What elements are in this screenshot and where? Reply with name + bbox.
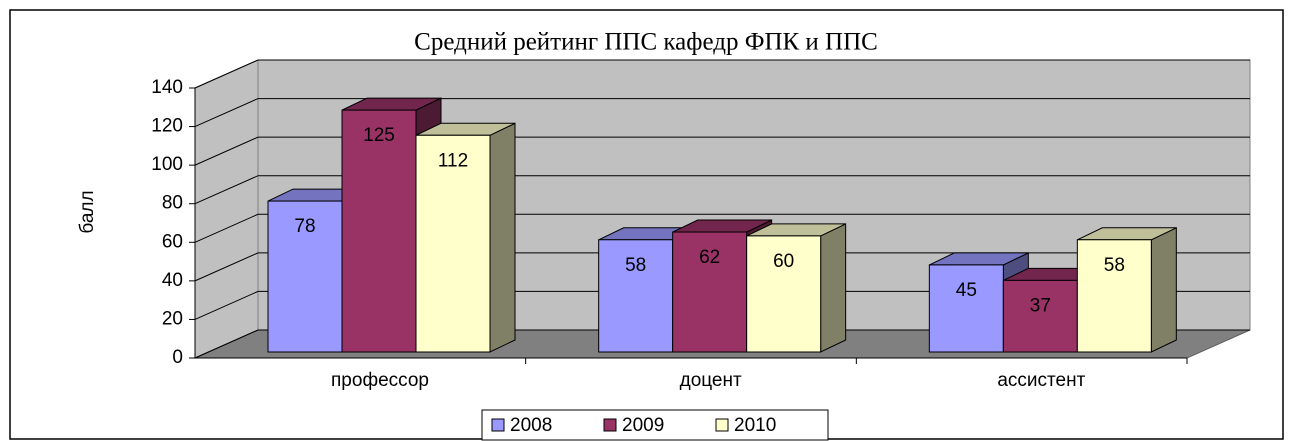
bar [1002, 279, 1078, 353]
grid-line [194, 175, 1250, 205]
legend-swatch [491, 418, 505, 432]
bar [415, 134, 491, 353]
y-tick-label: 80 [162, 193, 183, 214]
legend-swatch [715, 418, 729, 432]
value-label: 78 [294, 216, 315, 237]
value-label: 112 [438, 150, 468, 171]
y-tick-label: 40 [162, 270, 183, 291]
legend-swatch [603, 418, 617, 432]
grid-line [194, 252, 1250, 282]
value-label: 62 [699, 247, 720, 268]
bar [267, 200, 343, 353]
y-tick-label: 60 [162, 231, 183, 252]
legend-label: 2008 [510, 415, 552, 436]
x-tick-label: профессор [331, 370, 429, 391]
grid-line [194, 98, 1250, 128]
grid-line [194, 213, 1250, 243]
legend-box [481, 409, 829, 441]
y-tick-label: 20 [162, 308, 183, 329]
value-label: 58 [625, 255, 646, 276]
bar-side [820, 223, 847, 353]
chart-title: Средний рейтинг ППС кафедр ФПК и ППС [414, 29, 878, 56]
bar-side [1150, 226, 1177, 353]
value-label: 60 [773, 251, 794, 272]
y-tick-label: 100 [151, 154, 183, 175]
grid-line [194, 290, 1250, 320]
y-axis-label: балл [77, 190, 98, 233]
value-label: 37 [1030, 295, 1051, 316]
bar-side [489, 122, 516, 353]
bar [928, 264, 1004, 353]
x-tick-label: доцент [680, 370, 742, 391]
y-tick-label: 120 [151, 116, 183, 137]
y-tick-label: 140 [151, 77, 183, 98]
bar [1076, 239, 1152, 353]
x-tick-label: ассистент [997, 370, 1085, 391]
value-label: 45 [956, 280, 977, 301]
side-wall [194, 59, 259, 359]
grid-line [194, 136, 1250, 166]
bar [598, 239, 674, 353]
bar [746, 235, 822, 353]
y-tick-label: 0 [172, 347, 183, 368]
value-label: 58 [1104, 255, 1125, 276]
legend-label: 2009 [622, 415, 664, 436]
grid-line [194, 329, 1250, 359]
value-label: 125 [363, 125, 395, 146]
legend-label: 2010 [734, 415, 776, 436]
bar [341, 109, 417, 353]
grid-line [194, 59, 1250, 89]
